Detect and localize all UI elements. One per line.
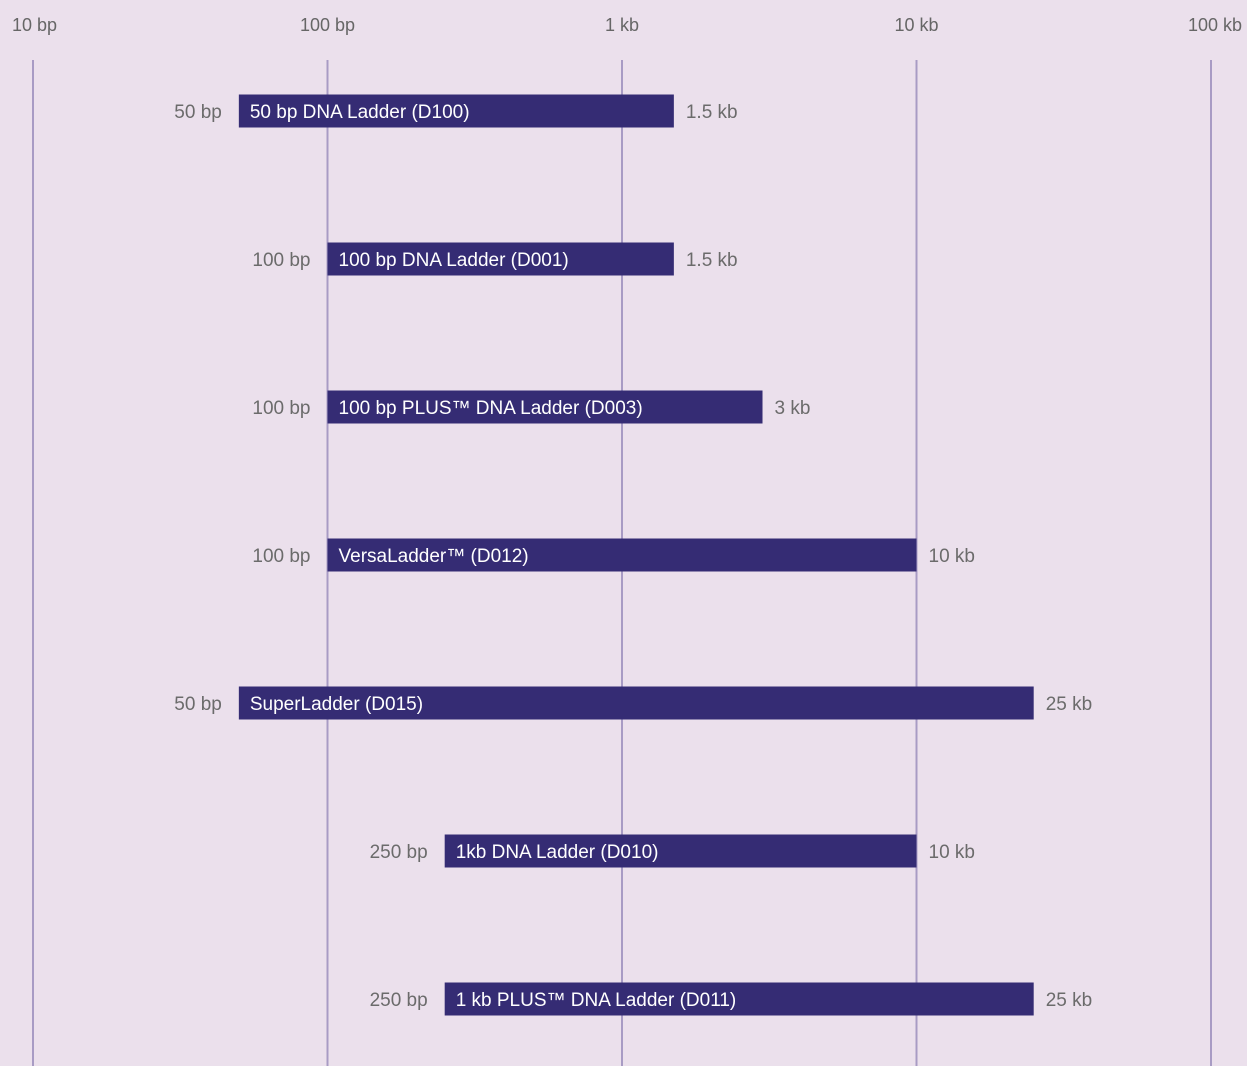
range-bar: [327, 390, 763, 424]
range-bar-label: 100 bp PLUS™ DNA Ladder (D003): [339, 398, 643, 419]
range-start-label: 50 bp: [174, 694, 222, 715]
x-tick-label: 10 bp: [12, 15, 57, 35]
range-bar-label: SuperLadder (D015): [250, 694, 423, 715]
range-end-label: 25 kb: [1046, 694, 1092, 715]
ladder-range: 1 kb PLUS™ DNA Ladder (D011) 250 bp 25 kb: [370, 982, 1092, 1016]
x-axis-tick-labels: 10 bp 100 bp 1 kb 10 kb 100 kb: [12, 15, 1242, 35]
range-end-label: 1.5 kb: [686, 102, 738, 123]
range-bar: [238, 94, 674, 128]
ladder-range: SuperLadder (D015) 50 bp 25 kb: [174, 686, 1092, 720]
range-bar-label: 1kb DNA Ladder (D010): [456, 842, 659, 863]
range-bar-label: VersaLadder™ (D012): [339, 546, 529, 567]
range-start-label: 250 bp: [370, 842, 428, 863]
ladder-range: 1kb DNA Ladder (D010) 250 bp 10 kb: [370, 834, 975, 868]
x-tick-label: 10 kb: [894, 15, 938, 35]
range-start-label: 50 bp: [174, 102, 222, 123]
x-tick-label: 1 kb: [605, 15, 639, 35]
ladder-range: 100 bp PLUS™ DNA Ladder (D003) 100 bp 3 kb: [252, 390, 811, 424]
range-bar-label: 100 bp DNA Ladder (D001): [339, 250, 569, 271]
range-bar: [444, 834, 917, 868]
range-bar-label: 50 bp DNA Ladder (D100): [250, 102, 470, 123]
x-tick-label: 100 kb: [1188, 15, 1242, 35]
range-end-label: 3 kb: [775, 398, 811, 419]
ladder-range: VersaLadder™ (D012) 100 bp 10 kb: [252, 538, 975, 572]
range-start-label: 100 bp: [252, 250, 310, 271]
x-tick-label: 100 bp: [300, 15, 355, 35]
range-bar: [327, 538, 917, 572]
range-bar: [444, 982, 1034, 1016]
range-bar: [238, 686, 1034, 720]
range-start-label: 100 bp: [252, 398, 310, 419]
range-end-label: 25 kb: [1046, 990, 1092, 1011]
range-end-label: 10 kb: [929, 546, 975, 567]
range-end-label: 10 kb: [929, 842, 975, 863]
range-bar: [327, 242, 674, 276]
range-end-label: 1.5 kb: [686, 250, 738, 271]
range-start-label: 250 bp: [370, 990, 428, 1011]
ladder-range: 50 bp DNA Ladder (D100) 50 bp 1.5 kb: [174, 94, 738, 128]
ladder-range: 100 bp DNA Ladder (D001) 100 bp 1.5 kb: [252, 242, 738, 276]
range-bar-label: 1 kb PLUS™ DNA Ladder (D011): [456, 990, 737, 1011]
range-start-label: 100 bp: [252, 546, 310, 567]
